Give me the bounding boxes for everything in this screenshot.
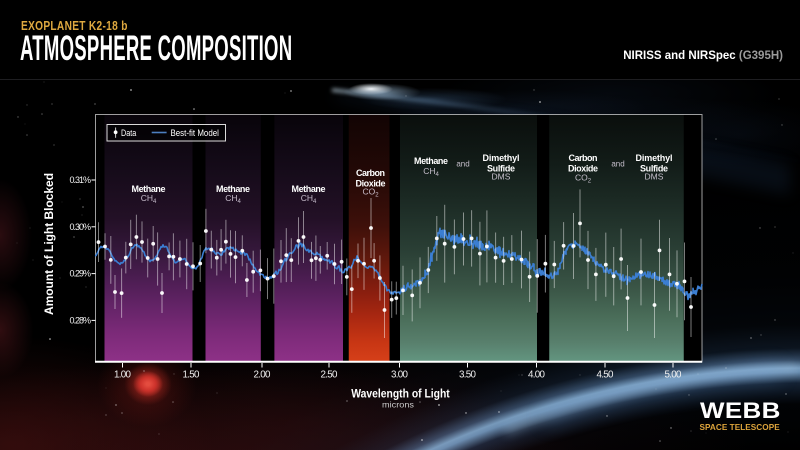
- svg-text:2.00: 2.00: [254, 370, 272, 381]
- svg-text:3.00: 3.00: [391, 370, 409, 381]
- svg-text:3.50: 3.50: [459, 370, 477, 381]
- svg-text:Dioxide: Dioxide: [568, 164, 598, 174]
- svg-text:and: and: [611, 160, 624, 169]
- svg-text:0.28%: 0.28%: [70, 315, 92, 325]
- svg-text:0.30%: 0.30%: [70, 222, 92, 232]
- svg-text:Methane: Methane: [292, 184, 326, 194]
- svg-text:DMS: DMS: [645, 172, 664, 182]
- svg-text:Amount of Light Blocked: Amount of Light Blocked: [42, 173, 56, 315]
- svg-text:Sulfide: Sulfide: [487, 164, 515, 174]
- svg-text:Methane: Methane: [216, 184, 250, 194]
- svg-text:Dimethyl: Dimethyl: [636, 153, 673, 163]
- svg-text:Methane: Methane: [132, 184, 166, 194]
- svg-text:microns: microns: [382, 400, 414, 410]
- svg-text:CH4: CH4: [301, 193, 317, 205]
- svg-text:CO2: CO2: [575, 173, 592, 185]
- svg-text:2.50: 2.50: [321, 370, 339, 381]
- svg-text:CH4: CH4: [141, 193, 157, 205]
- svg-text:0.29%: 0.29%: [70, 269, 92, 279]
- svg-text:1.00: 1.00: [114, 370, 132, 381]
- svg-text:1.50: 1.50: [183, 370, 201, 381]
- svg-text:Sulfide: Sulfide: [640, 164, 668, 174]
- svg-text:Methane: Methane: [414, 156, 448, 166]
- svg-text:CO2: CO2: [362, 187, 379, 199]
- svg-text:4.50: 4.50: [597, 370, 615, 381]
- svg-text:0.31%: 0.31%: [70, 175, 92, 185]
- svg-text:CH4: CH4: [423, 166, 439, 178]
- svg-text:Best-fit Model: Best-fit Model: [171, 128, 219, 138]
- svg-text:DMS: DMS: [492, 172, 511, 182]
- svg-text:Carbon: Carbon: [356, 168, 385, 178]
- svg-text:Carbon: Carbon: [569, 153, 598, 163]
- svg-text:CH4: CH4: [225, 193, 241, 205]
- svg-text:and: and: [456, 160, 469, 169]
- svg-text:Dimethyl: Dimethyl: [483, 153, 520, 163]
- svg-text:Wavelength of Light: Wavelength of Light: [351, 387, 450, 401]
- svg-text:5.00: 5.00: [665, 370, 683, 381]
- svg-text:4.00: 4.00: [528, 370, 546, 381]
- svg-text:Dioxide: Dioxide: [356, 179, 386, 189]
- svg-text:Data: Data: [121, 128, 136, 138]
